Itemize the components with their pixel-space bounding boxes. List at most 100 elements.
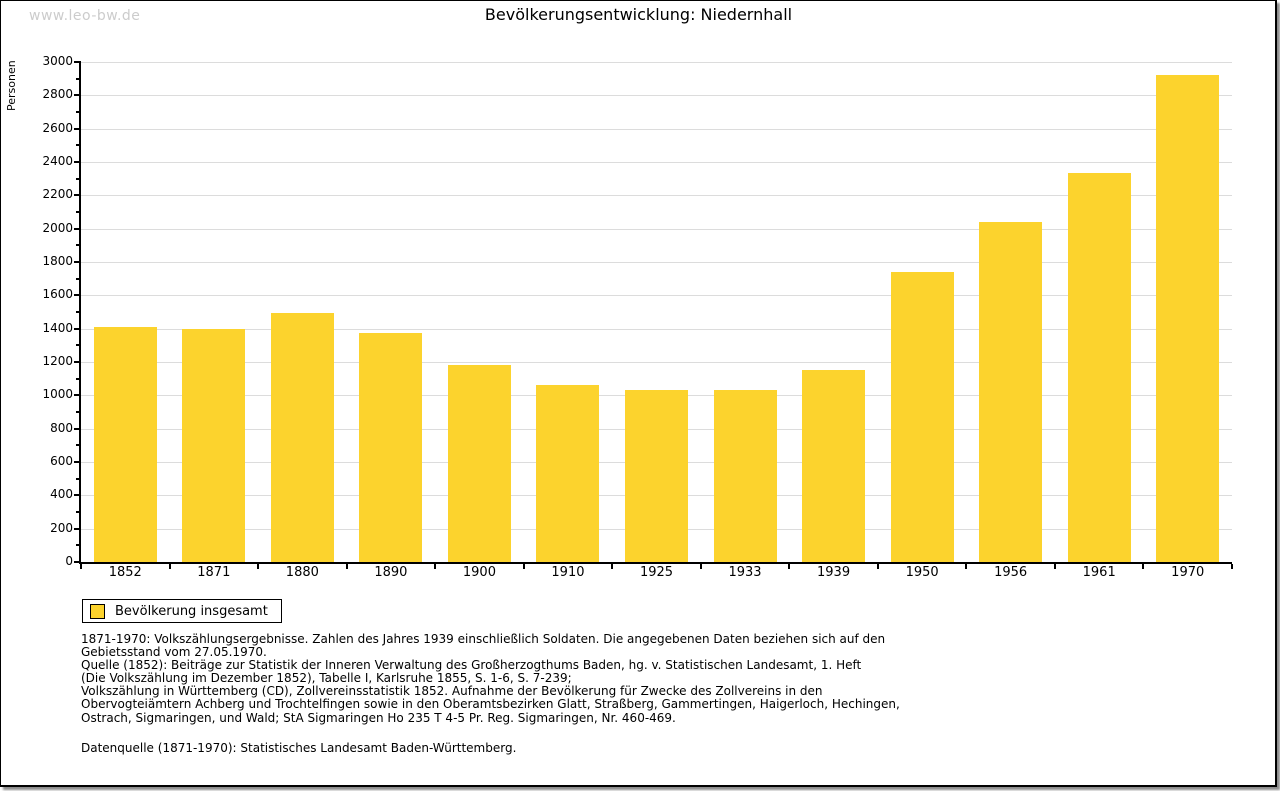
x-tick-label-1925: 1925 bbox=[639, 565, 674, 580]
x-tick bbox=[345, 564, 348, 569]
x-tick-label-1852: 1852 bbox=[108, 565, 142, 580]
footnote-line: (Die Volkszählung im Dezember 1852), Tab… bbox=[81, 671, 572, 686]
gridline bbox=[81, 128, 1232, 130]
gridline bbox=[81, 162, 1232, 163]
y-minor-tick bbox=[76, 311, 81, 313]
legend-swatch-icon bbox=[90, 603, 105, 619]
bar-1939 bbox=[802, 369, 866, 562]
legend: Bevölkerung insgesamt bbox=[82, 599, 282, 623]
y-major-tick bbox=[74, 327, 81, 330]
y-tick-label: 600 bbox=[50, 454, 73, 468]
x-tick-label-1961: 1961 bbox=[1082, 565, 1116, 580]
x-tick-label-1950: 1950 bbox=[905, 565, 939, 580]
y-minor-tick bbox=[76, 77, 81, 80]
footnote-line: Volkszählung in Württemberg (CD), Zollve… bbox=[81, 684, 823, 699]
y-tick-label: 2000 bbox=[42, 220, 73, 235]
gridline bbox=[81, 228, 1232, 230]
bar-1890 bbox=[359, 332, 423, 562]
y-minor-tick bbox=[76, 244, 81, 247]
bar-1956 bbox=[979, 222, 1043, 562]
y-minor-tick bbox=[76, 111, 81, 113]
x-tick bbox=[876, 564, 879, 569]
gridline bbox=[81, 62, 1232, 63]
watermark: www.leo-bw.de bbox=[29, 8, 141, 24]
bar-1925 bbox=[625, 389, 688, 562]
bar-1880 bbox=[270, 312, 334, 562]
x-tick-label-1939: 1939 bbox=[817, 565, 851, 580]
x-tick-label-1900: 1900 bbox=[462, 565, 496, 580]
y-minor-tick bbox=[76, 277, 81, 280]
gridline bbox=[81, 95, 1232, 97]
x-tick bbox=[611, 564, 614, 569]
y-major-tick bbox=[74, 394, 81, 397]
footnote-line: Gebietsstand vom 27.05.1970. bbox=[81, 645, 267, 660]
x-tick bbox=[1142, 564, 1145, 569]
x-tick-label-1871: 1871 bbox=[197, 565, 231, 580]
y-tick-label: 800 bbox=[50, 420, 73, 435]
y-minor-tick bbox=[76, 411, 81, 413]
y-major-tick bbox=[74, 94, 81, 97]
y-minor-tick bbox=[76, 344, 81, 347]
y-minor-tick bbox=[76, 377, 81, 380]
y-minor-tick bbox=[76, 511, 81, 513]
x-tick-label-1956: 1956 bbox=[994, 565, 1028, 580]
bar-1970 bbox=[1156, 74, 1220, 562]
y-tick-label: 400 bbox=[50, 487, 73, 502]
x-axis-line bbox=[79, 562, 1232, 564]
x-tick bbox=[788, 564, 791, 569]
y-tick-label: 1600 bbox=[42, 287, 73, 302]
bar-1852 bbox=[93, 327, 157, 562]
y-minor-tick bbox=[76, 177, 81, 180]
y-major-tick bbox=[74, 361, 81, 363]
x-tick-label-1910: 1910 bbox=[551, 565, 585, 580]
y-major-tick bbox=[74, 261, 81, 263]
y-minor-tick bbox=[76, 444, 81, 447]
y-major-tick bbox=[74, 561, 81, 563]
x-tick-label-1890: 1890 bbox=[374, 565, 408, 580]
x-tick bbox=[80, 564, 82, 569]
bar-1961 bbox=[1067, 172, 1131, 562]
datasource-note: Datenquelle (1871-1970): Statistisches L… bbox=[81, 741, 517, 755]
y-major-tick bbox=[74, 161, 81, 163]
x-tick bbox=[965, 564, 968, 569]
y-tick-label: 2800 bbox=[42, 87, 73, 102]
x-tick-label-1970: 1970 bbox=[1171, 565, 1205, 580]
y-major-tick bbox=[74, 294, 81, 297]
bar-1933 bbox=[713, 389, 777, 562]
y-tick-label: 0 bbox=[65, 554, 73, 568]
y-minor-tick bbox=[76, 544, 81, 547]
y-major-tick bbox=[74, 61, 81, 63]
x-tick bbox=[257, 564, 260, 569]
y-major-tick bbox=[74, 494, 81, 497]
gridline bbox=[81, 262, 1232, 263]
x-tick-label-1880: 1880 bbox=[285, 565, 319, 580]
y-minor-tick bbox=[76, 144, 81, 147]
y-tick-label: 1800 bbox=[42, 254, 73, 268]
chart-title: Bevölkerungsentwicklung: Niedernhall bbox=[484, 5, 793, 24]
y-tick-label: 3000 bbox=[42, 54, 73, 68]
footnote-line: Quelle (1852): Beiträge zur Statistik de… bbox=[81, 658, 862, 673]
plot-area bbox=[81, 62, 1232, 562]
y-tick-label: 1400 bbox=[42, 320, 73, 335]
y-tick-label: 200 bbox=[50, 520, 73, 535]
y-major-tick bbox=[74, 127, 81, 130]
bar-1910 bbox=[536, 385, 600, 562]
x-tick bbox=[699, 564, 702, 569]
bar-1871 bbox=[182, 328, 246, 562]
y-tick-label: 2600 bbox=[42, 120, 73, 135]
footnote-line: Ostrach, Sigmaringen, und Wald; StA Sigm… bbox=[81, 710, 676, 725]
x-tick bbox=[522, 564, 525, 569]
bar-1900 bbox=[447, 365, 511, 562]
y-minor-tick bbox=[76, 477, 81, 480]
y-major-tick bbox=[74, 461, 81, 463]
y-major-tick bbox=[74, 227, 81, 230]
x-tick bbox=[168, 564, 171, 569]
gridline bbox=[81, 328, 1232, 330]
footnote-line: 1871-1970: Volkszählungsergebnisse. Zahl… bbox=[81, 632, 886, 646]
footnotes: 1871-1970: Volkszählungsergebnisse. Zahl… bbox=[81, 632, 900, 725]
y-major-tick bbox=[74, 427, 81, 430]
x-tick bbox=[1231, 564, 1233, 569]
y-tick-label: 1000 bbox=[42, 387, 73, 402]
y-axis-line bbox=[79, 62, 81, 564]
